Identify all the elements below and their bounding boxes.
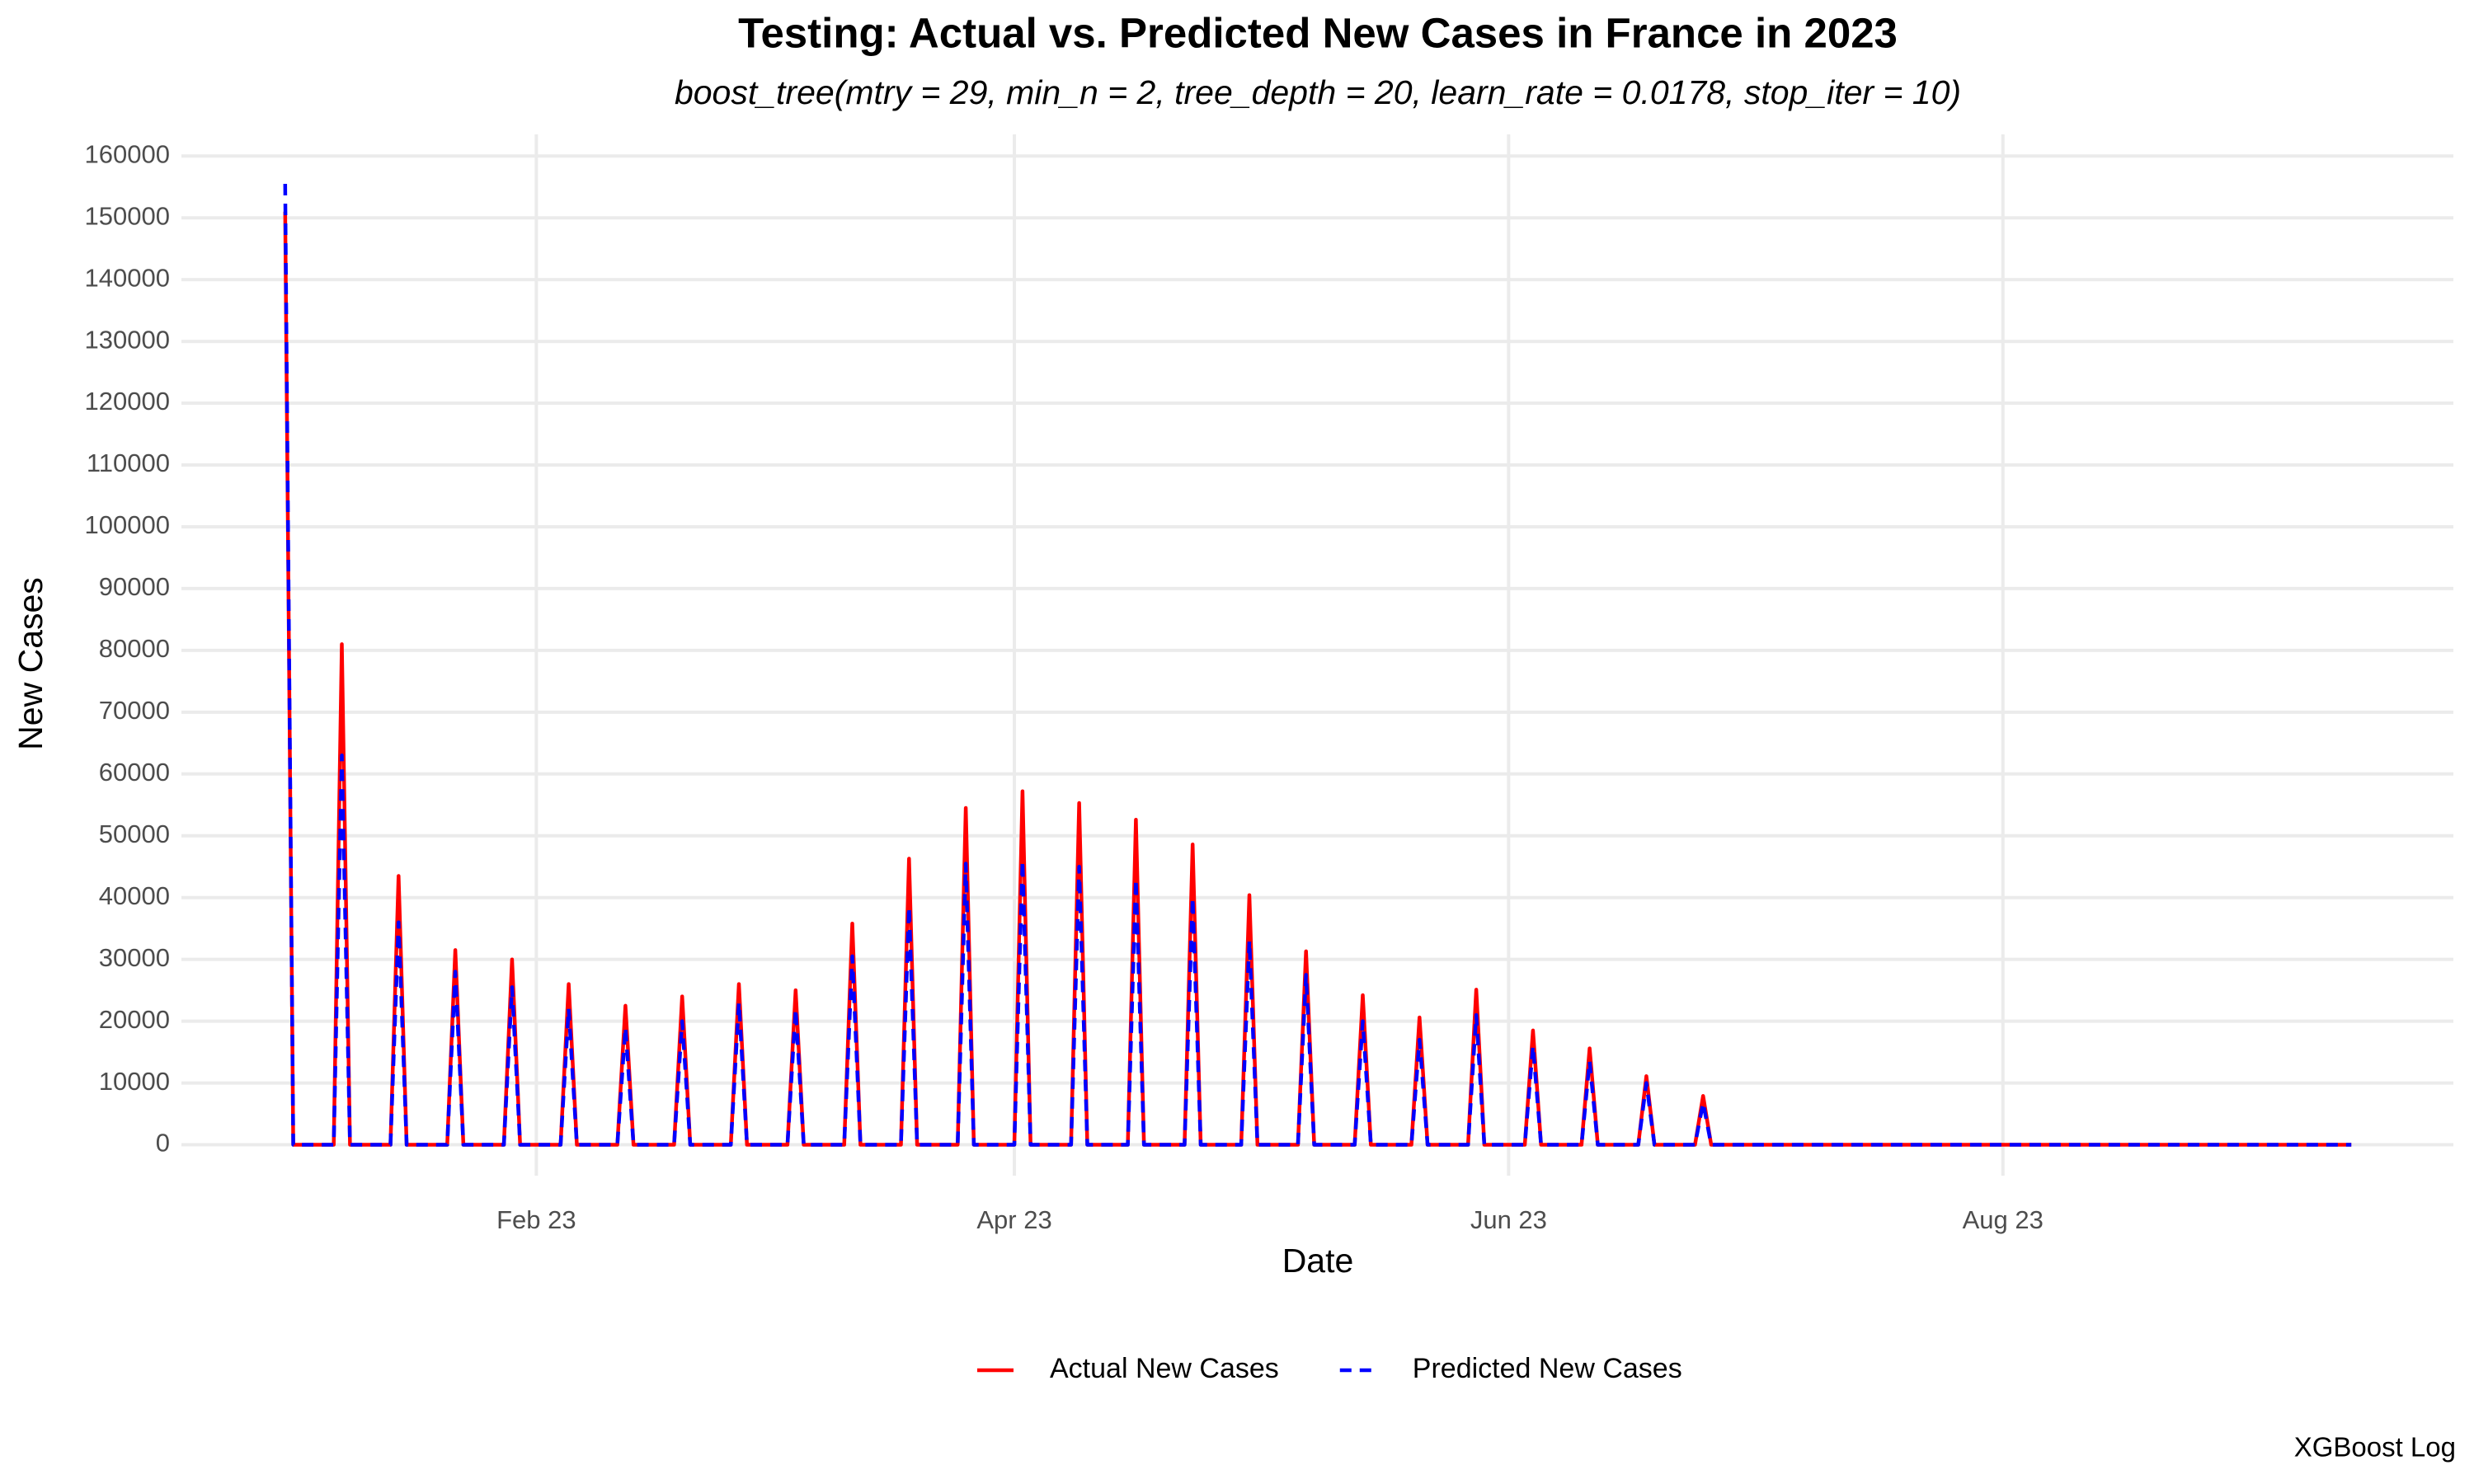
legend-label: Predicted New Cases <box>1413 1353 1682 1384</box>
y-tick-label: 30000 <box>99 943 170 972</box>
caption: XGBoost Log <box>2294 1432 2456 1463</box>
y-tick-label: 150000 <box>85 201 170 230</box>
y-tick-label: 130000 <box>85 325 170 354</box>
x-tick-label: Aug 23 <box>1963 1205 2044 1234</box>
chart-title: Testing: Actual vs. Predicted New Cases … <box>738 9 1898 56</box>
y-tick-label: 120000 <box>85 387 170 416</box>
x-tick-label: Feb 23 <box>496 1205 576 1234</box>
y-axis-title: New Cases <box>12 577 49 750</box>
x-axis-title: Date <box>1282 1242 1354 1280</box>
legend: Actual New Cases Predicted New Cases <box>977 1353 1682 1384</box>
y-tick-label: 90000 <box>99 572 170 601</box>
series-line <box>283 183 2352 1147</box>
y-tick-label: 50000 <box>99 819 170 848</box>
y-tick-label: 80000 <box>99 634 170 663</box>
y-tick-label: 140000 <box>85 263 170 292</box>
y-tick-label: 160000 <box>85 139 170 168</box>
x-tick-label: Apr 23 <box>976 1205 1051 1234</box>
y-tick-label: 10000 <box>99 1067 170 1096</box>
y-tick-label: 60000 <box>99 758 170 787</box>
legend-label: Actual New Cases <box>1050 1353 1279 1384</box>
y-tick-label: 100000 <box>85 510 170 539</box>
y-tick-label: 70000 <box>99 696 170 725</box>
chart-subtitle: boost_tree(mtry = 29, min_n = 2, tree_de… <box>675 73 1961 111</box>
series-line <box>283 211 2352 1147</box>
y-tick-label: 0 <box>156 1129 170 1158</box>
y-tick-label: 40000 <box>99 881 170 910</box>
y-tick-label: 20000 <box>99 1005 170 1034</box>
y-tick-label: 110000 <box>87 448 170 477</box>
x-tick-label: Jun 23 <box>1470 1205 1547 1234</box>
